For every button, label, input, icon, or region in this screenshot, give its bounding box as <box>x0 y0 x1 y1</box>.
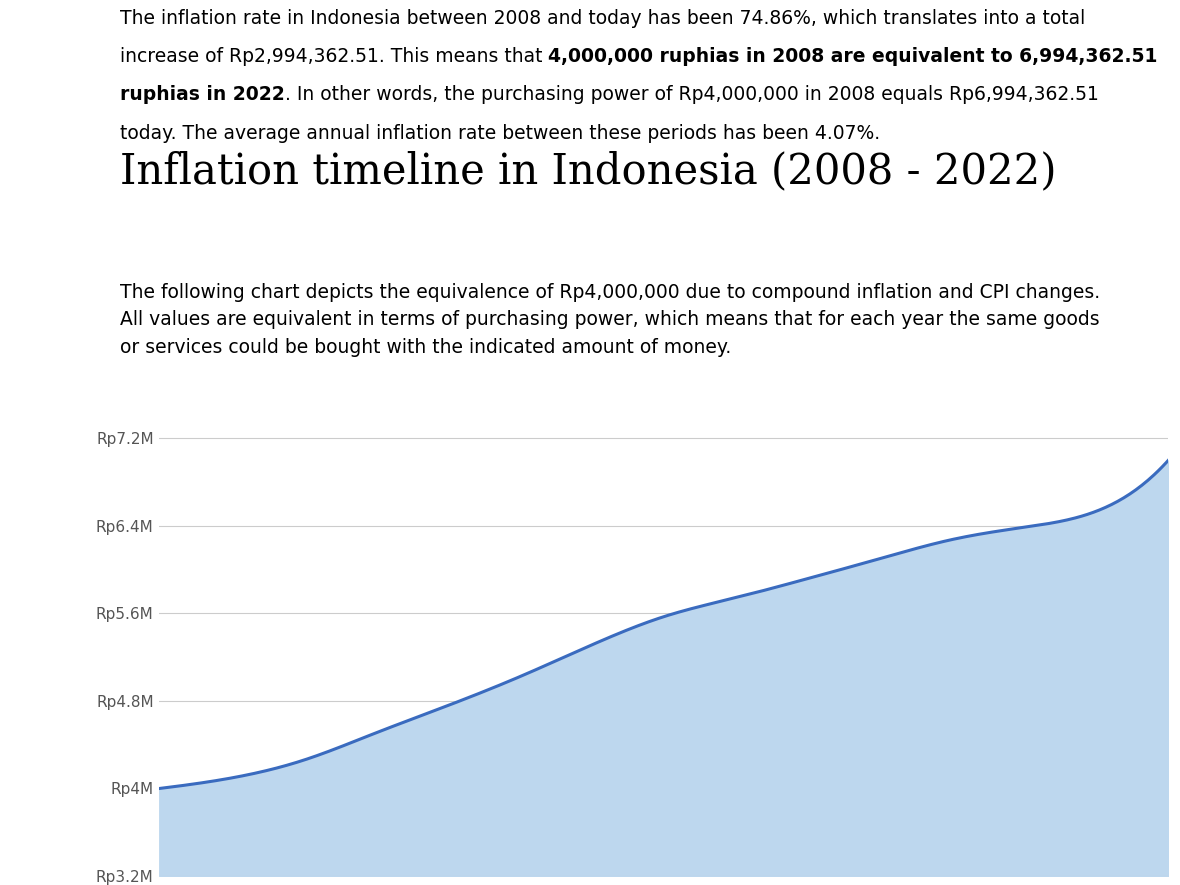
Text: Inflation timeline in Indonesia (2008 - 2022): Inflation timeline in Indonesia (2008 - … <box>120 150 1056 192</box>
Text: The following chart depicts the equivalence of Rp4,000,000 due to compound infla: The following chart depicts the equivale… <box>120 283 1100 357</box>
Text: ruphias in 2022: ruphias in 2022 <box>120 85 284 104</box>
Text: today. The average annual inflation rate between these periods has been 4.07%.: today. The average annual inflation rate… <box>120 124 880 142</box>
Text: . In other words, the purchasing power of Rp4,000,000 in 2008 equals Rp6,994,362: . In other words, the purchasing power o… <box>284 85 1099 104</box>
Text: The inflation rate in Indonesia between 2008 and today has been 74.86%, which tr: The inflation rate in Indonesia between … <box>120 9 1086 27</box>
Text: increase of Rp2,994,362.51. This means that: increase of Rp2,994,362.51. This means t… <box>120 47 549 66</box>
Text: 4,000,000 ruphias in 2008 are equivalent to 6,994,362.51: 4,000,000 ruphias in 2008 are equivalent… <box>549 47 1158 66</box>
